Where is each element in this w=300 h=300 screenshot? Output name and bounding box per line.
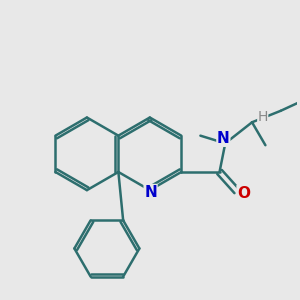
Text: N: N <box>217 131 230 146</box>
Text: O: O <box>237 185 250 200</box>
Text: N: N <box>144 184 157 200</box>
Text: H: H <box>257 110 268 124</box>
